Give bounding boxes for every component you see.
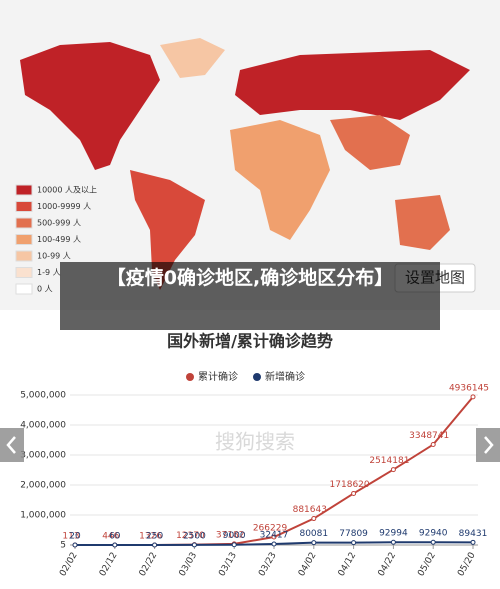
x-tick-label: 03/03: [178, 551, 200, 578]
overlay: 【疫情0确诊地区,确诊地区分布】: [106, 267, 394, 289]
legend-swatch: [15, 234, 33, 245]
data-label: 250: [146, 531, 163, 541]
data-point: [430, 539, 436, 545]
asia-south: [330, 115, 410, 170]
data-point: [430, 442, 436, 448]
x-tick-label: 02/22: [138, 551, 160, 578]
legend-label: 100-499 人: [37, 235, 81, 244]
legend-swatch: [15, 184, 33, 196]
legend-label: 累计确诊: [198, 370, 238, 383]
prev-button-bg[interactable]: [0, 428, 24, 462]
prev-icon[interactable]: [6, 436, 16, 454]
data-point: [72, 542, 78, 548]
data-label: 20: [69, 531, 81, 541]
data-label: 60: [109, 531, 121, 541]
data-point: [390, 539, 396, 545]
data-label: 4936145: [449, 383, 489, 393]
legend-swatch: [15, 201, 33, 212]
greenland: [160, 38, 225, 78]
legend-label: 10-99 人: [37, 252, 71, 261]
eurasia: [235, 50, 470, 120]
legend-swatch: [15, 283, 33, 295]
data-label: 92994: [379, 529, 408, 539]
watermark: 搜狗搜索: [215, 430, 295, 454]
data-point: [191, 542, 197, 548]
legend-marker: [253, 373, 261, 381]
y-tick-label: 5,000,000: [20, 391, 66, 401]
x-tick-label: 05/20: [456, 551, 478, 579]
chart-title: 国外新增/累计确诊趋势: [167, 332, 333, 351]
y-tick-label: 4,000,000: [20, 421, 66, 431]
legend-swatch: [15, 217, 33, 229]
data-label: 80081: [299, 529, 328, 539]
south-america: [130, 170, 205, 290]
legend-label: 10000 人及以上: [37, 186, 97, 195]
world-map: [20, 38, 470, 290]
next-button[interactable]: [476, 428, 500, 462]
y-tick-label: 3,000,000: [20, 451, 66, 461]
prev-button[interactable]: [0, 428, 24, 462]
data-label: 89431: [459, 529, 488, 539]
legend-label: 500-999 人: [37, 219, 81, 228]
data-label: 32417: [260, 531, 289, 541]
data-point: [112, 542, 118, 548]
legend-label: 1000-9999 人: [37, 202, 91, 211]
x-tick-label: 04/12: [337, 551, 359, 578]
chart: 5 1,000,000 2,000,000 3,000,000 4,000,000 5,0…: [20, 370, 489, 578]
data-label: 113: [62, 531, 79, 541]
overlay-title: 【疫情0确诊地区,确诊地区分布】: [106, 267, 394, 289]
data-point: [311, 516, 317, 522]
data-label: 3348741: [409, 431, 449, 441]
data-point: [271, 541, 277, 547]
x-tick-label: 04/02: [297, 551, 319, 578]
next-icon[interactable]: [484, 436, 494, 454]
legend-swatch: [15, 250, 33, 262]
data-label: 9000: [223, 531, 246, 541]
data-point: [271, 534, 277, 540]
data-label: 77809: [339, 529, 368, 539]
data-point: [390, 467, 396, 473]
data-point: [351, 490, 357, 496]
x-tick-label: 03/23: [257, 551, 279, 578]
x-tick-label: 02/12: [98, 551, 120, 578]
north-america: [20, 42, 160, 170]
data-label: 2514181: [369, 456, 409, 466]
data-point: [152, 542, 158, 548]
australia: [395, 195, 450, 250]
x-tick-label: 02/02: [58, 551, 80, 578]
overlay-band: [60, 262, 440, 330]
data-point: [231, 542, 237, 548]
x-tick-label: 04/22: [377, 551, 399, 578]
y-tick-label: 2,000,000: [20, 481, 66, 491]
y-tick-label: 1,000,000: [20, 511, 66, 521]
data-label: 1718620: [330, 480, 370, 490]
data-label: 881643: [293, 505, 327, 515]
x-tick-label: 05/02: [416, 551, 438, 578]
legend-marker: [186, 373, 194, 381]
legend-swatch: [15, 267, 33, 278]
map-legend: 10000 人及以上 1000-9999 人 500-999 人 100-499 人 1…: [15, 184, 97, 295]
data-label: 2500: [183, 531, 206, 541]
y-tick-label: 5: [60, 540, 66, 550]
legend-label: 新增确诊: [265, 370, 305, 383]
data-point: [311, 540, 317, 546]
data-label: 92940: [419, 529, 448, 539]
data-label: 1326: [139, 531, 162, 541]
data-label: 12370: [176, 531, 205, 541]
legend-label: 0 人: [37, 285, 53, 294]
data-point: [470, 394, 476, 400]
data-label: 446: [102, 531, 119, 541]
data-label: 266229: [253, 524, 288, 534]
africa: [230, 120, 330, 240]
x-tick-label: 03/13: [217, 551, 239, 578]
next-button-bg[interactable]: [476, 428, 500, 462]
legend-label: 1-9 人: [37, 268, 61, 277]
data-label: 37182: [216, 530, 245, 540]
data-point: [470, 539, 476, 545]
data-point: [351, 540, 357, 546]
